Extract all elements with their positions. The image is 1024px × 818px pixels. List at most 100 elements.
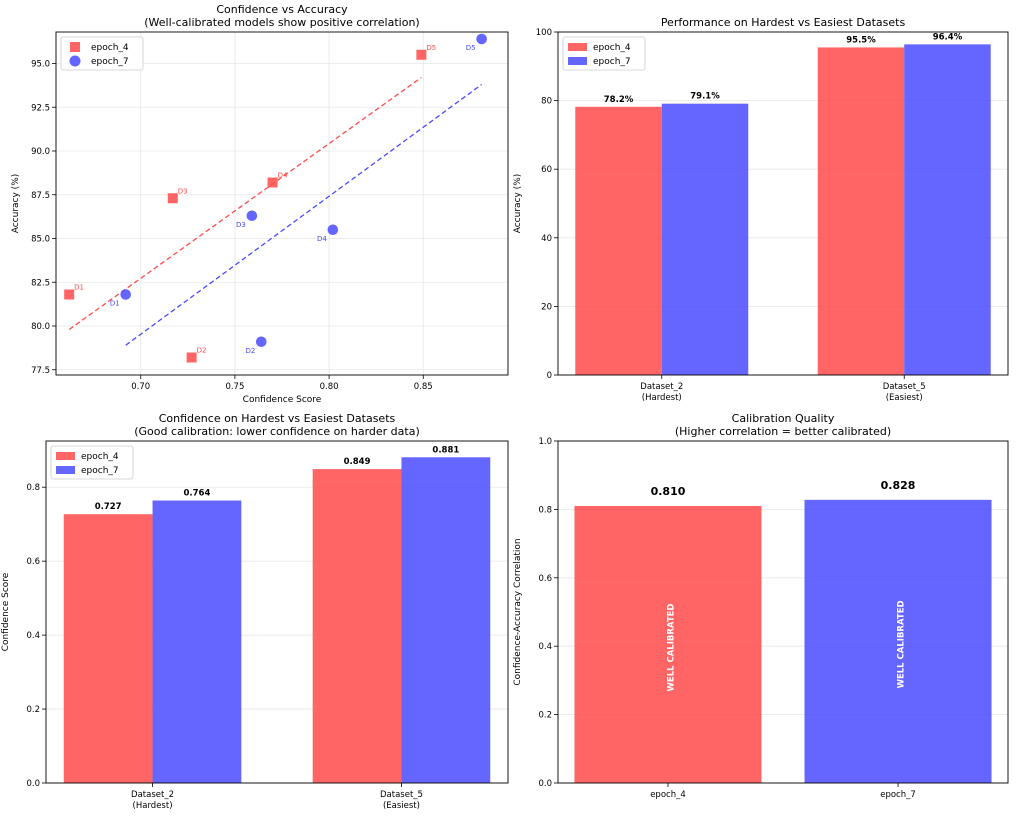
y-tick-label-0-1: 80.0 (31, 322, 50, 332)
bar-1-epoch_7-0 (661, 103, 749, 375)
y-axis-label-0: Accuracy (%) (11, 174, 21, 234)
y-tick-label-1-1: 20 (541, 302, 552, 312)
point-epoch_4-D5 (416, 49, 427, 60)
y-axis-label-1: Accuracy (%) (513, 174, 523, 234)
point-label-epoch_7-D1: D1 (110, 300, 120, 308)
point-label-epoch_4-D1: D1 (74, 284, 84, 292)
y-tick-label-2-3: 0.6 (26, 557, 40, 567)
point-epoch_7-D5 (476, 33, 487, 45)
x-tick-sublabel-1-1: (Easiest) (886, 393, 923, 403)
bar-value-label-2-epoch_4-0: 0.727 (95, 502, 122, 512)
legend-swatch-2-1 (56, 466, 75, 474)
legend-label-1-0: epoch_4 (593, 43, 631, 53)
point-epoch_7-D2 (255, 336, 267, 348)
y-tick-label-0-3: 85.0 (31, 235, 50, 245)
bar-2-epoch_4-1 (312, 469, 402, 783)
legend-box-0 (60, 36, 144, 71)
legend-swatch-1-0 (568, 43, 587, 51)
bar-1-epoch_7-1 (904, 44, 991, 376)
x-axis-label-0: Confidence Score (243, 395, 322, 405)
y-tick-label-0-2: 82.5 (31, 278, 50, 288)
chart-subtitle-2: (Good calibration: lower confidence on h… (134, 425, 420, 438)
chart-subtitle-0: (Well-calibrated models show positive co… (144, 16, 419, 29)
legend-label-1-1: epoch_7 (593, 57, 631, 67)
legend-label-0-0: epoch_4 (91, 43, 129, 53)
bar-value-label-2-epoch_7-0: 0.764 (183, 489, 210, 499)
x-tick-sublabel-2-0: (Hardest) (133, 801, 173, 811)
bar-1-epoch_4-0 (575, 106, 662, 376)
trend-line-epoch_7 (125, 83, 483, 346)
point-label-epoch_7-D2: D2 (245, 347, 255, 355)
point-label-epoch_7-D4: D4 (317, 235, 327, 243)
y-tick-label-0-0: 77.5 (31, 366, 50, 376)
chart-title-2: Confidence on Hardest vs Easiest Dataset… (159, 412, 396, 425)
bar-value-label-1-epoch_4-1: 95.5% (846, 35, 876, 45)
point-label-epoch_7-D5: D5 (466, 44, 476, 52)
y-tick-label-3-3: 0.6 (538, 574, 552, 584)
x-tick-label-0-2: 0.80 (320, 382, 339, 392)
y-axis-label-2: Confidence Score (1, 572, 11, 651)
y-tick-label-3-2: 0.4 (538, 642, 552, 652)
y-tick-label-1-3: 60 (541, 165, 552, 175)
bar-value-label-3-epoch_7: 0.828 (881, 479, 916, 492)
legend-label-2-1: epoch_7 (81, 466, 119, 476)
y-tick-label-2-2: 0.4 (26, 631, 40, 641)
x-tick-label-1-1: Dataset_5 (883, 382, 926, 392)
legend-label-0-1: epoch_7 (91, 57, 129, 67)
point-label-epoch_4-D5: D5 (426, 44, 436, 52)
bar-1-epoch_4-1 (817, 47, 905, 376)
x-tick-label-1-0: Dataset_2 (640, 382, 683, 392)
legend-label-2-0: epoch_4 (81, 452, 119, 462)
bar-value-label-3-epoch_4: 0.810 (651, 485, 686, 498)
point-label-epoch_4-D3: D3 (178, 187, 188, 195)
bar-3-epoch_7 (804, 499, 992, 783)
x-tick-label-3-0: epoch_4 (650, 790, 686, 800)
y-tick-label-3-1: 0.2 (538, 711, 552, 721)
point-label-epoch_4-D2: D2 (197, 347, 207, 355)
y-tick-label-1-0: 0 (547, 371, 552, 381)
x-tick-label-0-3: 0.85 (414, 382, 433, 392)
bar-3-epoch_4 (574, 505, 762, 783)
bar-2-epoch_7-0 (152, 500, 242, 783)
chart-subtitle-3: (Higher correlation = better calibrated) (675, 425, 891, 438)
y-tick-label-0-4: 87.5 (31, 191, 50, 201)
legend-marker-0-0 (70, 42, 80, 52)
chart-title-0: Confidence vs Accuracy (216, 3, 348, 16)
y-tick-label-2-1: 0.2 (26, 705, 40, 715)
bar-value-label-2-epoch_7-1: 0.881 (432, 445, 459, 455)
y-axis-label-3: Confidence-Accuracy Correlation (513, 538, 523, 685)
x-tick-sublabel-1-0: (Hardest) (642, 393, 682, 403)
x-tick-label-2-0: Dataset_2 (131, 790, 174, 800)
y-tick-label-3-5: 1.0 (538, 437, 552, 447)
x-tick-label-2-1: Dataset_5 (380, 790, 423, 800)
y-tick-label-2-0: 0.0 (26, 779, 40, 789)
legend-marker-0-1 (69, 55, 81, 67)
point-epoch_4-D3 (167, 193, 178, 204)
y-tick-label-2-4: 0.8 (26, 483, 40, 493)
legend-swatch-1-1 (568, 57, 587, 65)
bar-value-label-1-epoch_7-0: 79.1% (690, 92, 720, 102)
y-tick-label-1-2: 40 (541, 234, 552, 244)
x-tick-label-0-1: 0.75 (225, 382, 244, 392)
plot-frame-1 (557, 31, 1009, 376)
legend-swatch-2-0 (56, 452, 75, 460)
y-tick-label-1-4: 80 (541, 97, 552, 107)
y-tick-label-0-6: 92.5 (31, 103, 50, 113)
x-tick-label-3-1: epoch_7 (880, 790, 916, 800)
point-label-epoch_4-D4: D4 (278, 172, 288, 180)
bar-value-label-1-epoch_7-1: 96.4% (933, 32, 963, 42)
trend-line-epoch_4 (68, 76, 422, 331)
point-epoch_4-D1 (64, 289, 75, 300)
point-epoch_4-D4 (267, 177, 278, 188)
bar-2-epoch_4-0 (63, 514, 153, 783)
y-tick-label-0-5: 90.0 (31, 147, 50, 157)
plot-frame-0 (55, 31, 509, 376)
point-epoch_7-D3 (246, 210, 258, 222)
bar-value-label-2-epoch_4-1: 0.849 (344, 457, 371, 467)
bar-value-label-1-epoch_4-0: 78.2% (604, 95, 634, 105)
x-tick-sublabel-2-1: (Easiest) (383, 801, 420, 811)
bar-annotation-3-epoch_4: WELL CALIBRATED (666, 603, 676, 691)
point-label-epoch_7-D3: D3 (236, 221, 246, 229)
